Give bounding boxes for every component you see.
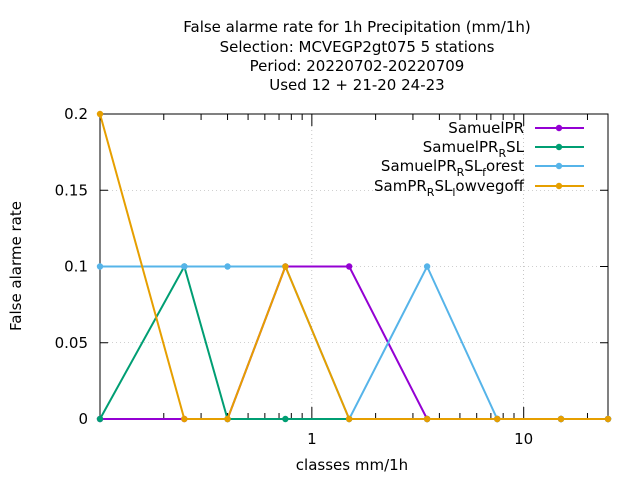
y-tick-label: 0.1 — [64, 258, 88, 276]
title-line-3: Period: 20220702-20220709 — [250, 57, 465, 75]
title-line-4: Used 12 + 21-20 24-23 — [269, 76, 444, 94]
legend: SamuelPRSamuelPRRSLSamuelPRRSLforestSamP… — [374, 119, 584, 199]
axis-ticks: 0 0.05 0.1 0.15 0.2 1 10 — [55, 105, 608, 448]
x-tick-label: 10 — [514, 430, 533, 448]
y-axis-label: False alarme rate — [7, 201, 25, 331]
data-point — [423, 415, 431, 423]
legend-marker — [555, 124, 563, 132]
legend-marker — [555, 162, 563, 170]
legend-label: SamuelPR — [448, 119, 524, 137]
y-tick-label: 0.05 — [55, 334, 88, 352]
data-point — [181, 263, 188, 270]
legend-label: SamPRRSLlowvegoff — [374, 177, 525, 199]
y-tick-label: 0.15 — [55, 181, 88, 199]
data-point — [557, 415, 565, 423]
legend-marker — [555, 143, 563, 151]
data-point — [282, 415, 289, 423]
data-point — [181, 415, 188, 423]
legend-marker — [555, 182, 563, 190]
data-point — [345, 263, 353, 270]
data-point — [345, 415, 353, 423]
data-point — [96, 263, 104, 270]
data-point — [96, 415, 104, 423]
x-axis-label: classes mm/1h — [296, 456, 408, 474]
legend-label: SamuelPRRSLforest — [381, 157, 524, 179]
data-point — [224, 415, 231, 423]
data-point — [423, 263, 431, 270]
data-point — [96, 110, 104, 118]
x-tick-label: 1 — [307, 430, 317, 448]
data-point — [224, 263, 231, 270]
chart-title: False alarme rate for 1h Precipitation (… — [183, 18, 531, 94]
y-tick-label: 0.2 — [64, 105, 88, 123]
legend-label: SamuelPRRSL — [423, 138, 525, 160]
title-line-1: False alarme rate for 1h Precipitation (… — [183, 18, 531, 36]
y-tick-label: 0 — [78, 410, 88, 428]
data-point — [604, 415, 612, 423]
data-point — [282, 263, 289, 270]
data-point — [494, 415, 501, 423]
series-layer — [96, 110, 612, 423]
title-line-2: Selection: MCVEGP2gt075 5 stations — [220, 38, 495, 56]
